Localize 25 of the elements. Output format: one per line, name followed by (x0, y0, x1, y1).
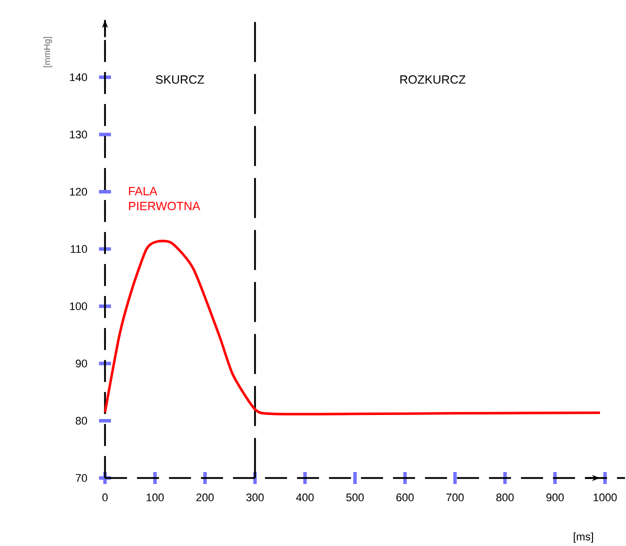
x-tick-label: 100 (146, 494, 164, 502)
y-tick-label: 120 (70, 188, 88, 196)
x-tick-label: 800 (496, 494, 514, 502)
y-tick-label: 110 (70, 245, 88, 253)
annotation: FALA PIERWOTNA (129, 186, 200, 210)
x-axis-title: [ms] (574, 532, 593, 543)
y-tick-label: 130 (70, 130, 88, 138)
x-tick-label: 300 (246, 494, 264, 502)
y-tick-label: 90 (76, 360, 88, 368)
y-tick-label: 100 (70, 302, 88, 310)
x-tick-label: 600 (396, 494, 414, 502)
y-axis-title: [mmHg] (44, 37, 52, 68)
annotation: ROZKURCZ (400, 75, 466, 84)
annotation: SKURCZ (156, 75, 204, 84)
x-tick-label: 200 (196, 494, 214, 502)
y-tick-label: 70 (76, 474, 88, 482)
y-tick-label: 140 (70, 73, 88, 82)
x-tick-label: 400 (296, 494, 314, 502)
y-tick-label: 80 (76, 416, 88, 425)
x-tick-label: 0 (102, 494, 108, 502)
x-tick-label: 700 (446, 494, 464, 502)
x-tick-label: 500 (346, 494, 364, 502)
x-tick-label: 1000 (594, 494, 617, 502)
x-tick-label: 900 (546, 494, 564, 502)
line-series (104, 240, 602, 416)
